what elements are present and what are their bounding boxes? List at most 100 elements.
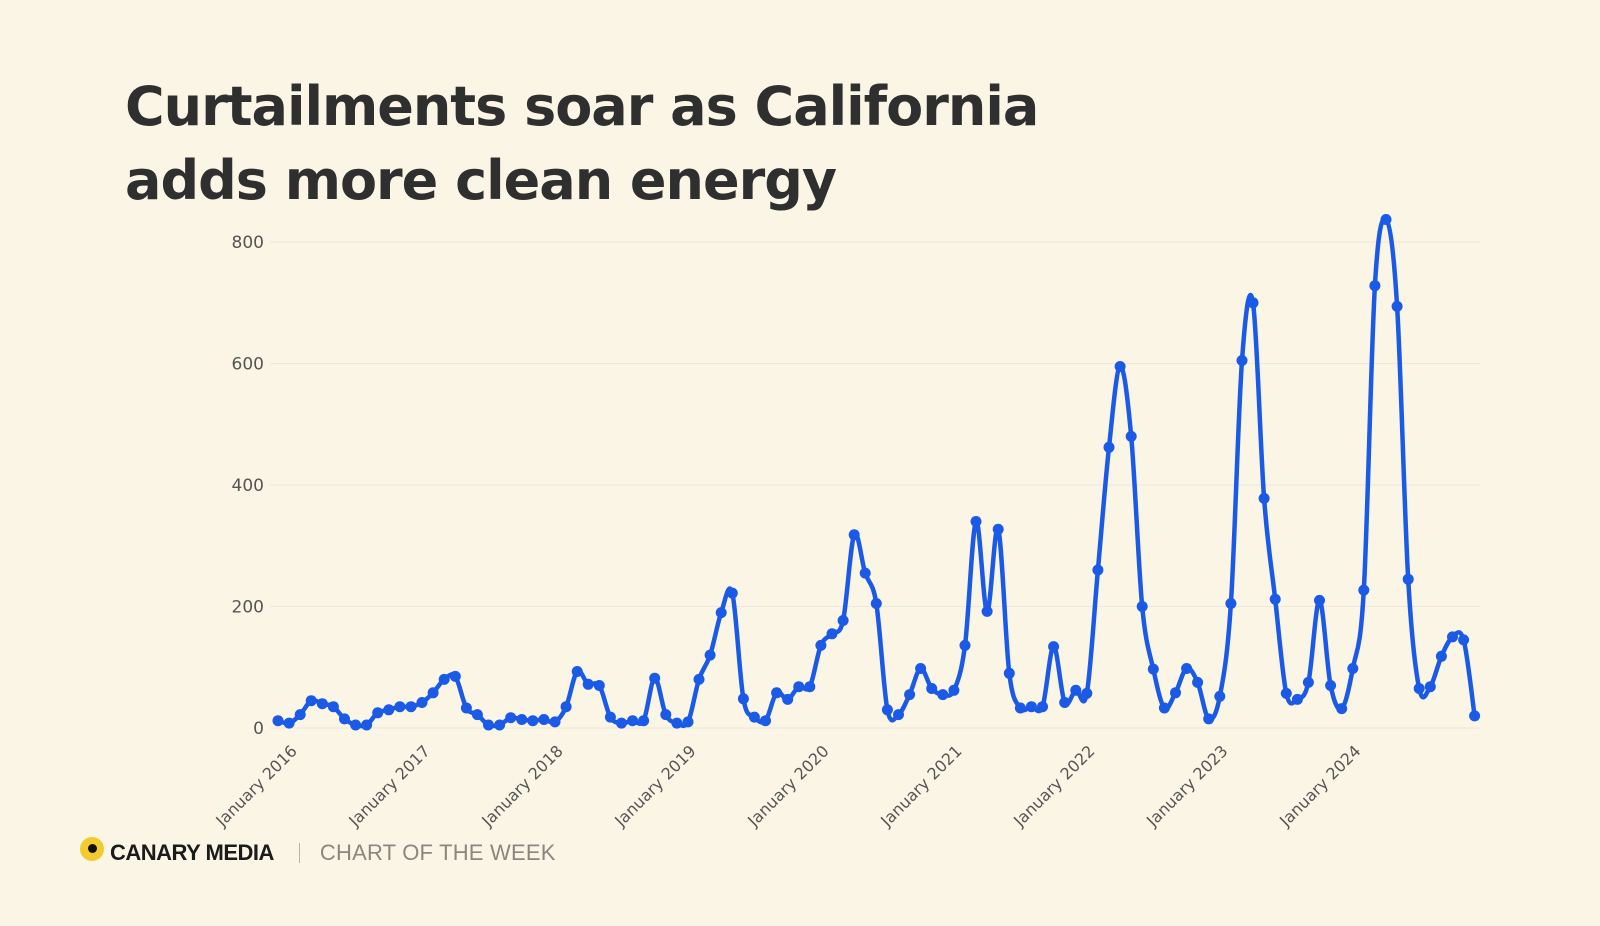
data-point xyxy=(682,716,694,728)
data-point xyxy=(1114,361,1126,372)
y-axis-ticks: 0 200 400 600 800 xyxy=(232,233,264,739)
x-tick-label: January 2022 xyxy=(1009,741,1098,830)
data-point xyxy=(1258,492,1270,504)
data-point xyxy=(1014,702,1026,714)
data-point xyxy=(771,687,783,699)
data-point xyxy=(1203,713,1215,725)
data-point xyxy=(1424,681,1436,693)
data-point xyxy=(904,689,916,701)
x-tick-label: January 2017 xyxy=(344,741,433,830)
series-points xyxy=(272,214,1481,731)
data-point xyxy=(704,649,716,661)
chart-title-line-2: adds more clean energy xyxy=(125,149,837,212)
data-point xyxy=(782,693,794,705)
x-tick-label: January 2018 xyxy=(477,741,566,830)
data-point xyxy=(1369,280,1381,292)
data-point xyxy=(1458,634,1470,646)
x-axis-ticks: January 2016 January 2017 January 2018 Janu… xyxy=(211,741,1364,830)
data-point xyxy=(560,701,572,713)
data-point xyxy=(1048,641,1060,653)
data-point xyxy=(1136,601,1148,612)
data-point xyxy=(272,715,284,727)
data-point xyxy=(527,715,539,727)
data-point xyxy=(1325,680,1337,691)
data-point xyxy=(793,681,805,693)
data-point xyxy=(1447,631,1458,643)
data-point xyxy=(616,717,627,729)
y-tick-label: 200 xyxy=(232,598,264,618)
data-point xyxy=(505,712,517,724)
data-point xyxy=(1003,667,1015,679)
chart-title-line-1: Curtailments soar as California xyxy=(125,75,1039,138)
data-point xyxy=(1314,594,1325,606)
data-point xyxy=(881,704,893,716)
data-point xyxy=(737,693,749,705)
footer-tagline: CHART OF THE WEEK xyxy=(319,840,556,865)
y-tick-label: 400 xyxy=(232,476,264,496)
x-tick-label: January 2019 xyxy=(610,741,699,830)
data-point xyxy=(837,615,849,626)
x-tick-label: January 2023 xyxy=(1142,741,1231,830)
y-tick-label: 800 xyxy=(232,233,264,253)
data-point xyxy=(1269,593,1281,605)
data-point xyxy=(926,683,938,694)
data-point xyxy=(981,605,993,617)
data-point xyxy=(538,714,550,725)
data-point xyxy=(937,689,949,701)
data-point xyxy=(1158,702,1170,714)
data-point xyxy=(471,709,483,721)
footer: CANARY MEDIA CHART OF THE WEEK xyxy=(80,833,556,873)
data-point xyxy=(1336,703,1348,715)
data-point xyxy=(815,639,827,651)
data-point xyxy=(671,717,683,729)
data-point xyxy=(305,695,317,707)
data-point xyxy=(361,719,373,731)
brand-name: CANARY MEDIA xyxy=(110,840,274,865)
data-point xyxy=(1358,584,1370,596)
data-point xyxy=(1225,598,1237,609)
series-line xyxy=(275,216,1477,729)
data-point xyxy=(715,607,727,619)
data-point xyxy=(1469,710,1481,722)
data-point xyxy=(1181,663,1193,674)
data-point xyxy=(1247,297,1259,309)
data-point xyxy=(1059,697,1071,708)
data-point xyxy=(593,680,605,691)
x-tick-label: January 2020 xyxy=(743,741,832,830)
chart-title: Curtailments soar as California adds mor… xyxy=(125,70,1125,218)
data-point xyxy=(1402,573,1414,585)
data-point xyxy=(1280,687,1292,699)
data-point xyxy=(1192,676,1204,688)
data-point xyxy=(604,711,616,723)
data-point xyxy=(449,670,461,682)
data-point xyxy=(1380,214,1392,225)
data-point xyxy=(893,709,904,721)
data-point xyxy=(915,663,927,674)
data-point xyxy=(660,709,672,721)
data-point xyxy=(992,523,1004,535)
data-point xyxy=(582,678,594,690)
data-point xyxy=(959,639,971,651)
data-point xyxy=(1070,684,1082,696)
data-point xyxy=(394,701,406,713)
data-point xyxy=(294,709,306,721)
x-tick-label: January 2016 xyxy=(211,741,300,830)
footer-divider xyxy=(298,843,300,863)
data-point xyxy=(1214,690,1226,702)
data-point xyxy=(1170,687,1181,699)
data-point xyxy=(460,702,472,714)
data-point xyxy=(327,701,339,713)
data-point xyxy=(1347,663,1359,674)
data-point xyxy=(826,628,838,640)
data-point xyxy=(1435,650,1447,662)
data-point xyxy=(283,717,295,729)
data-point xyxy=(549,716,561,728)
data-point xyxy=(1081,687,1093,699)
data-point xyxy=(516,714,528,725)
data-point xyxy=(1302,676,1314,688)
x-tick-label: January 2024 xyxy=(1275,741,1364,830)
data-point xyxy=(1037,701,1048,713)
data-point xyxy=(848,529,860,541)
data-point xyxy=(859,567,871,579)
